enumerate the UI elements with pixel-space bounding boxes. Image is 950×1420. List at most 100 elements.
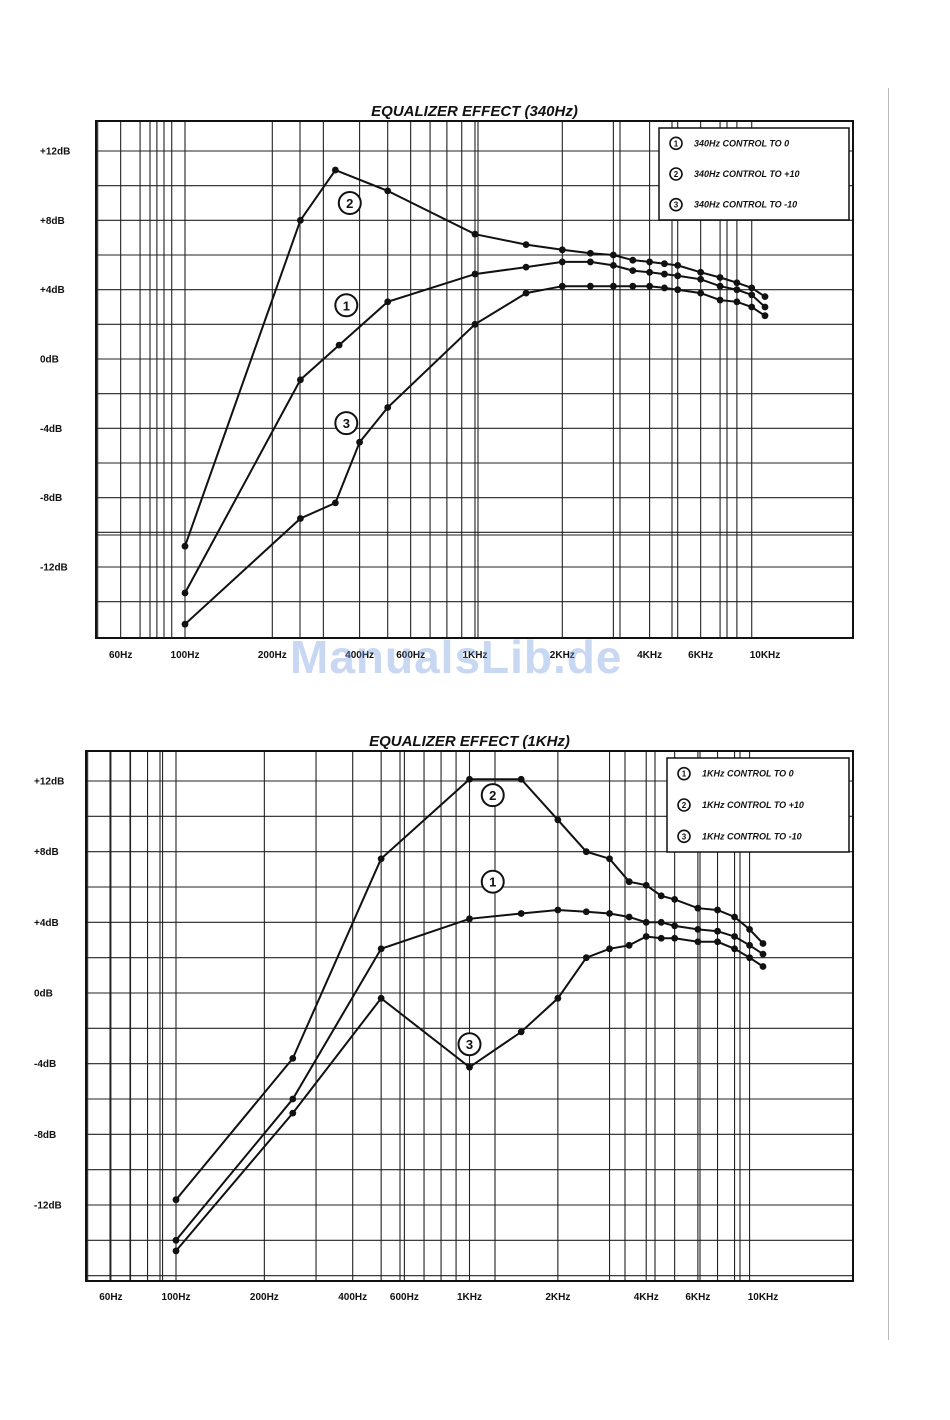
legend-entry: 1KHz CONTROL TO +10: [702, 800, 804, 810]
data-point: [609, 262, 617, 269]
x-tick-label: 60Hz: [99, 1292, 122, 1303]
data-point: [582, 908, 590, 916]
data-point: [471, 270, 479, 278]
data-point: [646, 268, 653, 276]
data-point: [642, 918, 650, 926]
data-point: [671, 922, 679, 930]
data-point: [759, 963, 767, 970]
data-point: [731, 913, 738, 921]
legend-box: [666, 757, 850, 853]
data-point: [733, 286, 741, 294]
data-point: [558, 282, 566, 290]
series-marker-circle: [334, 411, 359, 436]
data-point: [642, 881, 650, 889]
x-tick-label: 200Hz: [250, 1292, 279, 1303]
x-tick-label: 60Hz: [109, 650, 132, 661]
data-point: [609, 251, 617, 259]
y-tick-label: -4dB: [40, 424, 62, 435]
data-point: [646, 282, 653, 290]
legend-entry: 340Hz CONTROL TO 0: [694, 138, 789, 148]
data-point: [297, 515, 304, 522]
y-tick-label: 0dB: [34, 989, 53, 1000]
series-marker-circle: [480, 869, 505, 894]
data-point: [297, 376, 304, 384]
data-point: [761, 312, 769, 320]
data-point: [748, 303, 756, 311]
data-point: [733, 279, 741, 287]
data-point: [558, 246, 566, 254]
plot-frame: [85, 750, 854, 1282]
y-tick-label: +4dB: [34, 918, 59, 929]
y-tick-label: -12dB: [34, 1201, 62, 1212]
data-point: [646, 258, 653, 266]
data-point: [466, 915, 473, 923]
data-point: [716, 296, 724, 304]
data-point: [331, 166, 339, 174]
data-point: [172, 1196, 180, 1204]
y-tick-label: +8dB: [34, 847, 59, 858]
series-2: 2: [181, 166, 769, 550]
data-point: [172, 1247, 180, 1255]
data-point: [609, 282, 617, 290]
y-tick-label: -4dB: [34, 1059, 56, 1070]
data-point: [761, 303, 769, 311]
series-marker-label: 3: [343, 416, 350, 431]
x-tick-label: 400Hz: [345, 650, 374, 661]
data-point: [731, 933, 738, 940]
x-tick-label: 4KHz: [634, 1292, 659, 1303]
data-point: [554, 906, 562, 914]
data-point: [384, 298, 392, 306]
legend-box: [658, 127, 850, 221]
plot-frame: [95, 120, 854, 639]
data-point: [172, 1236, 180, 1244]
series-marker-label: 1: [489, 875, 496, 890]
legend: 1 1KHz CONTROL TO 0 2 1KHz CONTROL TO +10 3 1…: [666, 757, 850, 853]
data-point: [671, 895, 679, 903]
chart-340hz: EQUALIZER EFFECT (340Hz) +12dB +8dB +4dB 0dB…: [40, 103, 854, 661]
data-point: [625, 878, 633, 886]
data-point: [748, 291, 756, 299]
data-point: [522, 263, 530, 271]
x-tick-label: 2KHz: [545, 1292, 570, 1303]
data-point: [674, 286, 682, 294]
data-point: [517, 775, 525, 783]
legend-marker-label: 2: [674, 170, 679, 179]
data-point: [694, 938, 702, 946]
data-point: [582, 954, 590, 962]
data-point: [466, 775, 473, 783]
legend: 1 340Hz CONTROL TO 0 2 340Hz CONTROL TO +10…: [658, 127, 850, 221]
data-point: [297, 216, 304, 224]
data-point: [606, 945, 613, 953]
data-point: [377, 945, 385, 953]
legend-entry: 340Hz CONTROL TO +10: [694, 169, 799, 179]
data-point: [384, 404, 392, 411]
x-tick-label: 6KHz: [688, 650, 713, 661]
y-tick-label: 0dB: [40, 355, 59, 366]
data-point: [642, 933, 650, 940]
grid: [86, 751, 853, 1281]
data-point: [522, 241, 530, 249]
series-1: 1: [172, 869, 767, 1244]
data-point: [697, 289, 705, 297]
data-point: [377, 855, 385, 863]
x-tick-label: 10KHz: [748, 1292, 779, 1303]
y-tick-label: -12dB: [40, 563, 68, 574]
data-point: [471, 230, 479, 238]
data-point: [181, 542, 189, 550]
data-point: [661, 284, 668, 292]
data-point: [629, 282, 637, 290]
legend-entry: 1KHz CONTROL TO 0: [702, 769, 794, 779]
legend-marker-circle: [669, 197, 683, 212]
y-tick-label: +12dB: [34, 777, 64, 788]
data-point: [716, 274, 724, 281]
x-tick-label: 100Hz: [171, 650, 200, 661]
page-margin-rule: [888, 88, 889, 1340]
data-point: [356, 438, 363, 446]
y-tick-label: -8dB: [34, 1130, 56, 1141]
legend-marker-circle: [677, 798, 691, 812]
data-point: [661, 260, 668, 268]
data-point: [697, 275, 705, 283]
series-marker-circle: [337, 191, 362, 215]
data-point: [746, 954, 753, 962]
legend-marker-circle: [669, 167, 683, 181]
